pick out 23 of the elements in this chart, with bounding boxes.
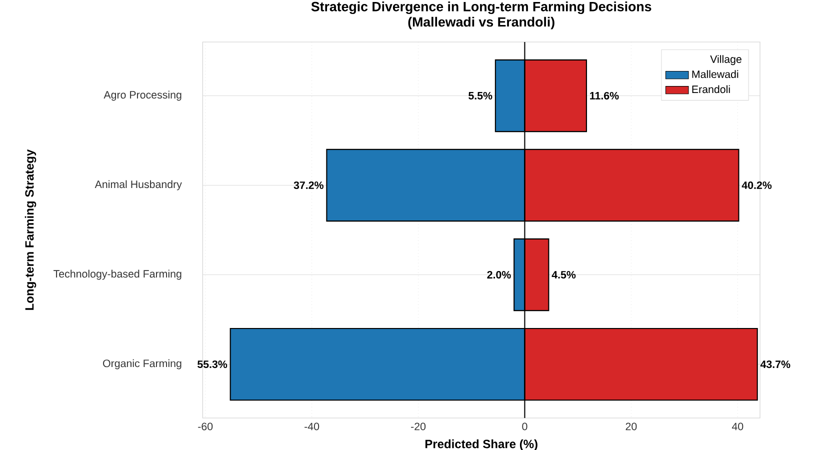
legend-label: Erandoli <box>692 85 730 94</box>
data-label: 11.6% <box>590 92 619 100</box>
y-tick-label: Organic Farming <box>103 359 182 370</box>
legend-title: Village <box>710 55 742 66</box>
data-label: 55.3% <box>198 360 228 368</box>
y-axis-title: Long-term Farming Strategy <box>24 149 36 310</box>
data-label: 2.0% <box>487 270 511 279</box>
y-tick-label: Agro Processing <box>104 90 182 101</box>
y-tick-label: Animal Husbandry <box>94 180 182 190</box>
data-label: 5.5% <box>468 92 492 100</box>
data-label: 40.2% <box>742 181 772 190</box>
data-label: 4.5% <box>552 271 576 279</box>
data-label: 37.2% <box>294 181 324 190</box>
x-tick-label: 0 <box>522 422 528 430</box>
x-tick-label: 20 <box>626 422 637 430</box>
x-tick-label: -60 <box>198 422 213 430</box>
legend-label: Mallewadi <box>692 70 738 78</box>
y-tick-label: Technology-based Farming <box>54 270 182 280</box>
x-tick-label: -20 <box>411 422 426 430</box>
x-tick-label: -40 <box>304 422 320 430</box>
chart-title: Strategic Divergence in Long-term Farming Decisions (Mallewadi vs Erandoli) <box>311 2 652 30</box>
x-tick-label: 40 <box>732 422 744 430</box>
data-label: 43.7% <box>760 360 790 368</box>
